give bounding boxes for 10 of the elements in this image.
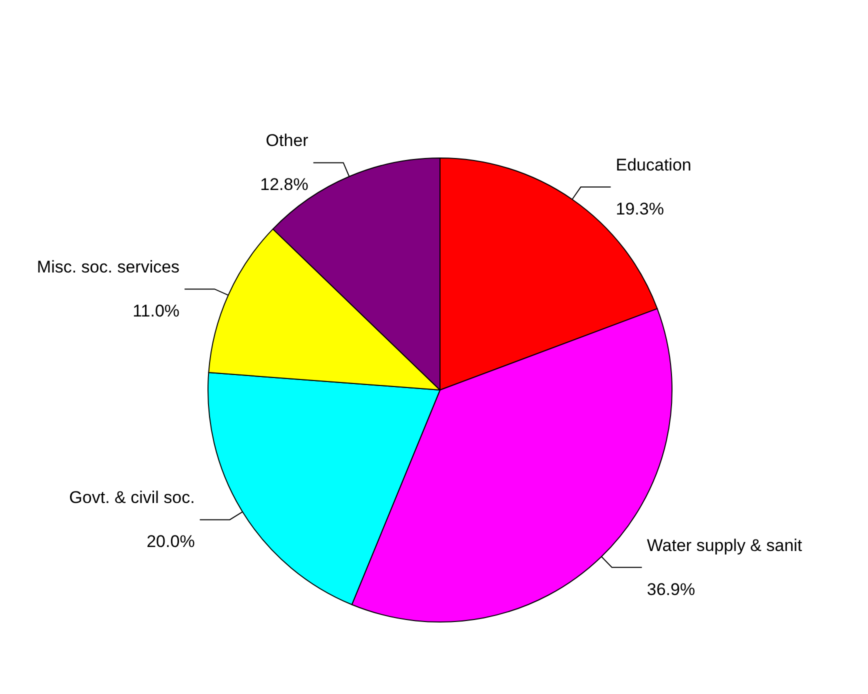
data-label: 36.9% bbox=[646, 580, 696, 599]
data-label: 11.0% bbox=[132, 302, 180, 321]
slice-label: Other bbox=[266, 131, 309, 150]
data-label: 12.8% bbox=[260, 175, 308, 194]
slice-label: Water supply & sanit bbox=[646, 536, 802, 555]
slice-label: Education bbox=[616, 156, 692, 175]
slice-label: Misc. soc. services bbox=[36, 258, 180, 277]
data-label: 19.3% bbox=[616, 200, 664, 219]
slice-label: Govt. & civil soc. bbox=[69, 488, 195, 508]
data-label: 20.0% bbox=[146, 532, 195, 552]
